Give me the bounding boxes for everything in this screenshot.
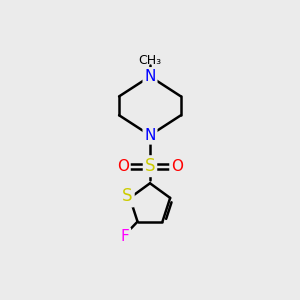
- Text: O: O: [117, 159, 129, 174]
- Text: CH₃: CH₃: [138, 54, 162, 67]
- Text: N: N: [144, 69, 156, 84]
- Text: S: S: [145, 157, 155, 175]
- Text: F: F: [121, 229, 129, 244]
- Text: O: O: [171, 159, 183, 174]
- Text: S: S: [122, 188, 133, 206]
- Text: N: N: [144, 128, 156, 143]
